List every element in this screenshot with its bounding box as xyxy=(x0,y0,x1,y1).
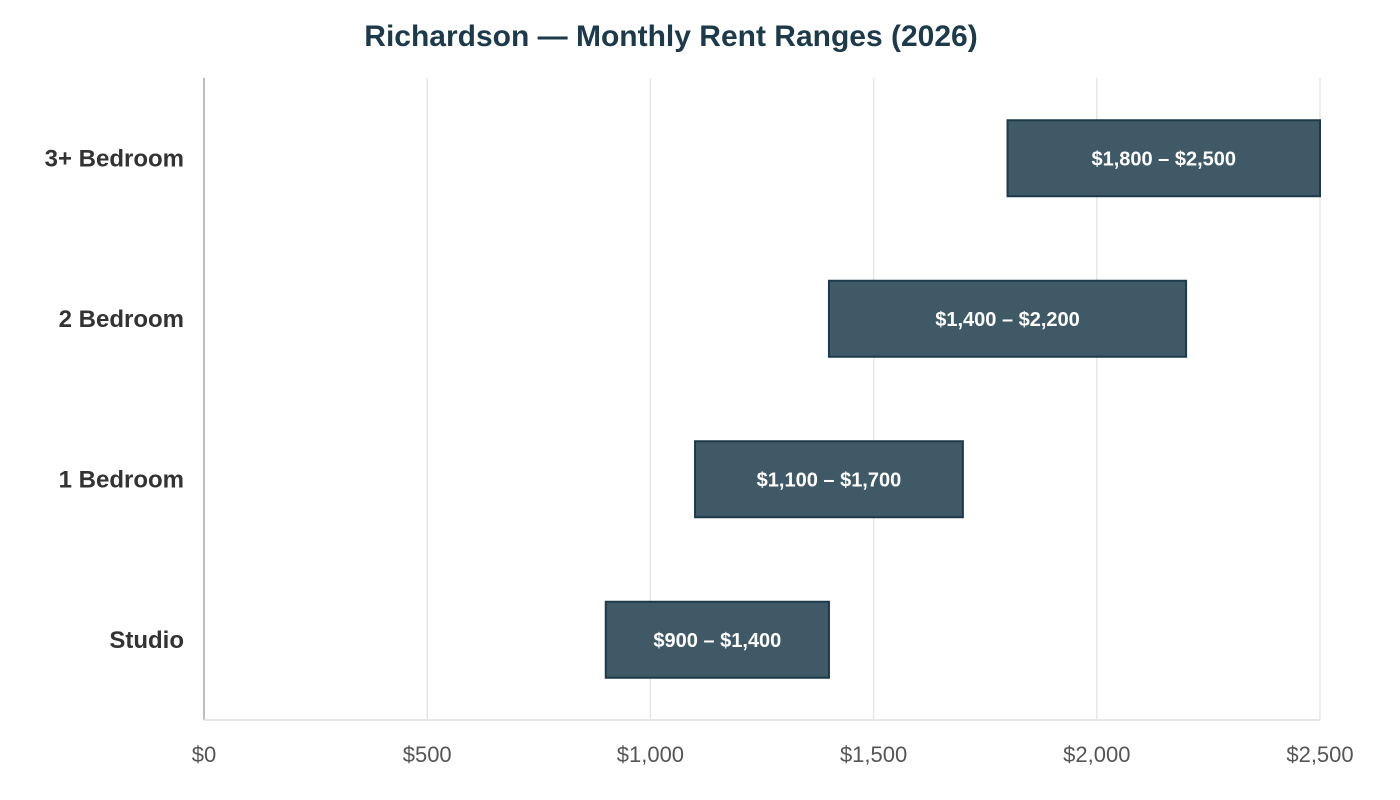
range-bar xyxy=(604,600,830,679)
range-bar xyxy=(827,279,1188,358)
chart-title: Richardson — Monthly Rent Ranges (2026) xyxy=(364,20,978,53)
range-bar-label: $1,400 – $2,200 xyxy=(935,309,1080,331)
x-tick-label: $500 xyxy=(403,742,452,767)
category-labels: Studio 1 Bedroom 2 Bedroom 3+ Bedroom xyxy=(45,145,184,654)
x-tick-label: $1,500 xyxy=(840,742,907,767)
x-tick-label: $1,000 xyxy=(617,742,684,767)
range-bar-label: $900 – $1,400 xyxy=(653,630,781,652)
x-tick-label: $2,500 xyxy=(1286,742,1353,767)
category-label: 3+ Bedroom xyxy=(45,145,184,172)
x-tick-labels: $0 $500 $1,000 $1,500 $2,000 $2,500 xyxy=(192,742,1354,767)
x-tick-label: $0 xyxy=(192,742,216,767)
range-bar-label: $1,800 – $2,500 xyxy=(1091,148,1236,170)
range-bar xyxy=(1006,119,1322,198)
range-bar xyxy=(694,440,964,519)
range-bar-label: $1,100 – $1,700 xyxy=(757,469,902,491)
axes xyxy=(203,78,1320,721)
category-label: Studio xyxy=(109,627,184,654)
category-label: 2 Bedroom xyxy=(59,306,184,333)
x-tick-label: $2,000 xyxy=(1063,742,1130,767)
category-label: 1 Bedroom xyxy=(59,466,184,493)
range-bars: $900 – $1,400 $1,100 – $1,700 $1,400 – $2,… xyxy=(604,119,1322,679)
